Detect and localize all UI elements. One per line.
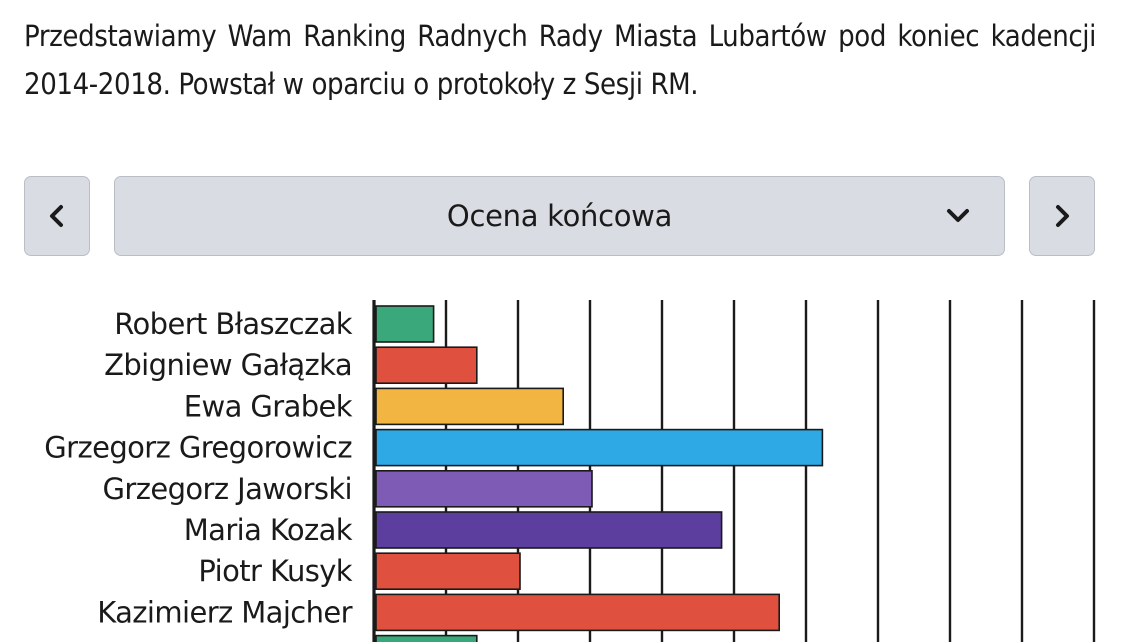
chevron-down-icon [947, 209, 969, 222]
bar[interactable] [375, 305, 435, 343]
bar[interactable] [375, 552, 521, 591]
bar[interactable] [375, 593, 781, 632]
bar[interactable] [375, 428, 824, 467]
next-button[interactable] [1029, 176, 1095, 256]
chevron-left-icon [50, 205, 63, 227]
category-label: Grzegorz Jaworski [103, 472, 352, 506]
bar[interactable] [375, 470, 593, 508]
category-label: Ewa Grabek [184, 389, 353, 423]
chevron-right-icon [1056, 205, 1069, 227]
category-label: Maria Kozak [184, 513, 353, 547]
category-label: Kazimierz Majcher [97, 595, 352, 629]
category-label: Grzegorz Gregorowicz [44, 431, 352, 465]
bar[interactable] [375, 511, 723, 549]
intro-text: Przedstawiamy Wam Ranking Radnych Rady M… [24, 19, 1096, 101]
category-label: Piotr Kusyk [198, 554, 352, 588]
category-label: Zbigniew Gałązka [104, 348, 352, 382]
bar[interactable] [375, 634, 478, 642]
selected-category: Ocena końcowa [446, 199, 673, 233]
category-label: Robert Błaszczak [114, 307, 353, 341]
previous-button[interactable] [24, 176, 90, 256]
bar[interactable] [375, 387, 564, 426]
category-select[interactable]: Ocena końcowa [114, 176, 1005, 256]
bar[interactable] [375, 346, 478, 385]
ranking-chart: Robert Błaszczak Zbigniew Gałązka Ewa Grab… [44, 300, 1096, 642]
